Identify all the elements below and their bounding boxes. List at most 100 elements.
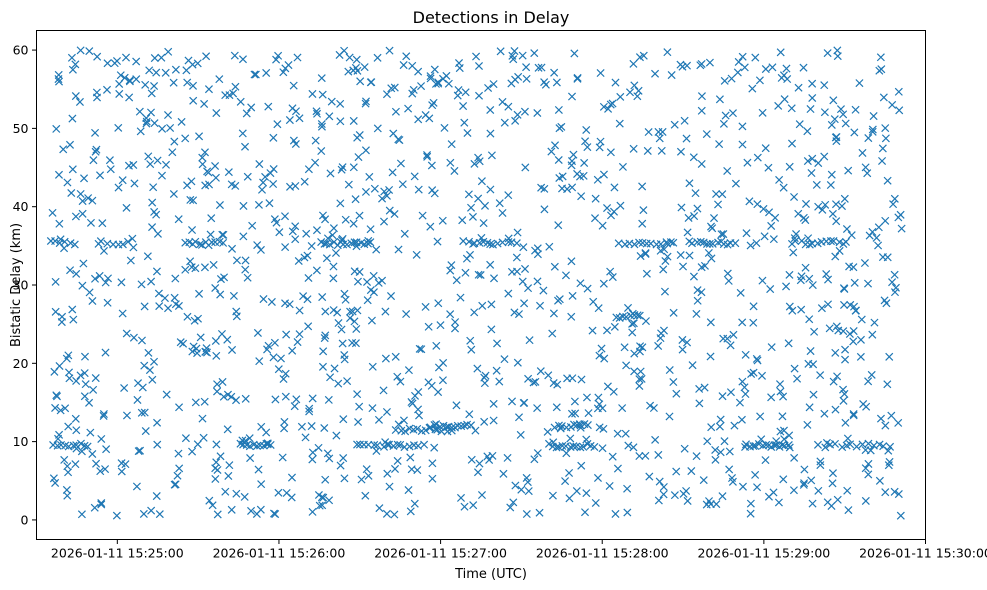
data-point xyxy=(188,347,197,356)
data-point xyxy=(833,52,842,61)
data-point xyxy=(400,229,409,238)
data-point xyxy=(761,65,770,74)
data-point xyxy=(155,302,164,311)
data-point xyxy=(726,388,735,397)
data-point xyxy=(361,187,370,196)
data-point xyxy=(544,371,553,380)
data-point xyxy=(839,110,848,119)
data-point xyxy=(878,144,887,153)
data-point xyxy=(157,53,166,62)
data-point xyxy=(447,140,456,149)
data-point xyxy=(291,235,300,244)
data-point xyxy=(654,450,663,459)
data-point xyxy=(838,443,847,452)
data-point xyxy=(340,474,349,483)
data-point xyxy=(293,53,302,62)
data-point xyxy=(849,337,858,346)
data-point xyxy=(718,492,727,501)
data-point xyxy=(110,59,119,68)
data-point xyxy=(84,194,93,203)
data-point xyxy=(696,237,705,246)
data-point xyxy=(480,201,490,210)
data-point xyxy=(79,259,88,268)
data-point xyxy=(140,361,149,370)
data-point xyxy=(238,55,247,64)
data-point xyxy=(71,212,80,221)
data-point xyxy=(266,440,275,449)
data-point xyxy=(554,105,563,114)
data-point xyxy=(157,171,167,180)
data-point xyxy=(477,177,486,186)
y-axis: 0 10 20 30 40 50 60 xyxy=(13,43,37,527)
data-point xyxy=(488,240,497,249)
data-point xyxy=(504,191,513,200)
data-point xyxy=(655,134,664,143)
data-point xyxy=(457,422,466,431)
x-tick-label: 2026-01-11 15:28:00 xyxy=(536,546,669,561)
data-point xyxy=(164,47,173,56)
data-point xyxy=(486,129,495,138)
data-point xyxy=(334,379,343,388)
data-point xyxy=(456,293,465,302)
data-point xyxy=(684,213,693,222)
data-point xyxy=(188,225,197,235)
data-point xyxy=(676,251,685,260)
data-point xyxy=(51,478,60,487)
data-point xyxy=(281,243,290,252)
data-point xyxy=(543,427,552,436)
data-point xyxy=(254,465,263,474)
data-point xyxy=(599,279,608,288)
data-point xyxy=(554,421,563,430)
data-point xyxy=(396,159,405,168)
data-point xyxy=(616,201,625,210)
data-point xyxy=(446,310,455,319)
data-point xyxy=(322,254,331,263)
data-point xyxy=(495,199,504,208)
data-point xyxy=(297,422,306,431)
data-point xyxy=(212,351,221,360)
data-point xyxy=(503,453,512,462)
data-point xyxy=(738,482,747,491)
data-point xyxy=(440,123,449,132)
data-point xyxy=(790,364,799,373)
data-point xyxy=(413,424,422,433)
data-point xyxy=(447,423,456,432)
data-point xyxy=(672,389,681,398)
data-point xyxy=(248,221,257,230)
data-point xyxy=(536,367,545,376)
data-point xyxy=(699,476,708,485)
data-point xyxy=(728,109,737,118)
data-point xyxy=(89,385,98,394)
data-point xyxy=(386,292,396,301)
data-point xyxy=(64,422,73,431)
data-point xyxy=(326,169,335,178)
data-point xyxy=(122,411,131,420)
data-point xyxy=(886,442,895,451)
data-point xyxy=(821,200,830,209)
data-point xyxy=(865,231,874,240)
data-point xyxy=(93,52,102,61)
data-point xyxy=(460,502,469,511)
data-point xyxy=(636,252,645,261)
data-point xyxy=(828,209,837,218)
data-point xyxy=(407,465,416,474)
data-point xyxy=(808,154,817,163)
data-point xyxy=(881,488,890,497)
data-point xyxy=(341,215,350,224)
data-point xyxy=(534,63,543,72)
data-point xyxy=(830,439,840,448)
y-axis-label: Bistatic Delay (km) xyxy=(9,223,24,347)
data-point xyxy=(558,441,567,450)
data-point xyxy=(486,105,495,115)
data-point xyxy=(524,487,533,496)
data-point xyxy=(638,219,647,228)
data-point xyxy=(612,313,621,322)
data-point xyxy=(683,496,692,505)
data-point xyxy=(51,403,60,412)
data-point xyxy=(520,299,529,308)
data-point xyxy=(509,498,518,507)
data-point xyxy=(852,442,861,451)
data-point xyxy=(390,464,400,473)
data-point xyxy=(415,344,424,353)
data-point xyxy=(150,119,159,128)
